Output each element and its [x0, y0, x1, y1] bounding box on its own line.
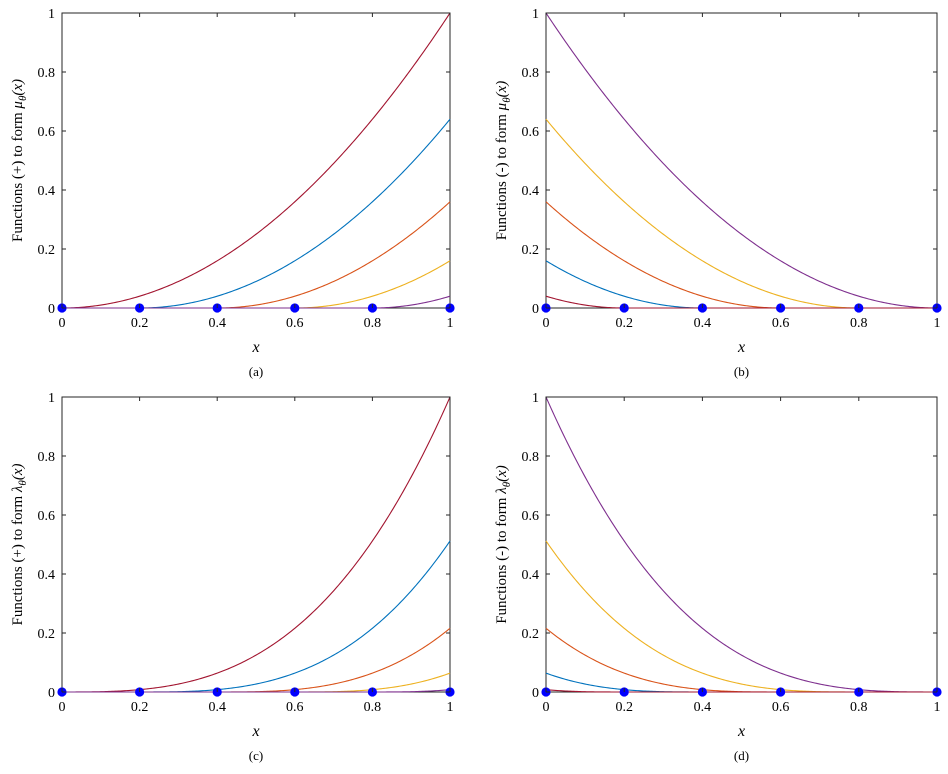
panel-caption: (b) [734, 364, 749, 379]
x-tick-label: 1 [934, 700, 941, 715]
x-axis-label: x [251, 339, 259, 356]
x-tick-label: 0 [59, 700, 66, 715]
series-line-1 [62, 396, 451, 693]
x-tick-label: 0.6 [286, 700, 304, 715]
x-tick-label: 0.8 [364, 700, 382, 715]
y-tick-label: 0.8 [38, 66, 56, 81]
series-line-5 [62, 689, 451, 693]
y-tick-label: 0.4 [38, 184, 56, 199]
x-tick-label: 0 [59, 316, 66, 331]
y-tick-label: 0.8 [38, 450, 56, 465]
y-tick-label: 0.2 [522, 627, 540, 642]
x-axis-label: x [737, 723, 745, 740]
series-line-5 [545, 295, 937, 309]
y-tick-label: 0.2 [38, 627, 56, 642]
panel-caption: (c) [249, 748, 263, 763]
x-axis-label: x [251, 723, 259, 740]
x-tick-label: 0 [543, 700, 550, 715]
x-tick-label: 0.2 [131, 316, 149, 331]
y-tick-label: 0.8 [522, 450, 540, 465]
x-axis-label: x [737, 339, 745, 356]
panel-c: 0 0.2 0.4 0.6 0.8 1 0 0.2 0.4 0.6 0.8 1 x Functions (… [10, 391, 455, 763]
y-tick-label: 0.2 [522, 243, 540, 258]
x-tick-label: 0.4 [208, 316, 226, 331]
x-tick-label: 1 [447, 316, 454, 331]
x-tick-label: 0 [543, 316, 550, 331]
series-line-1 [61, 12, 451, 309]
x-tick-label: 0.4 [694, 316, 712, 331]
series-line-5 [62, 295, 451, 309]
y-tick-label: 0 [532, 686, 539, 701]
panel-caption: (d) [734, 748, 749, 763]
panel-a: 0 0.2 0.4 0.6 0.8 1 0 0.2 0.4 0.6 0.8 1 x Functions (… [10, 7, 455, 379]
x-tick-label: 0.2 [615, 700, 633, 715]
y-tick-label: 1 [532, 391, 539, 406]
x-tick-label: 0.4 [208, 700, 226, 715]
y-tick-label: 0.4 [522, 568, 540, 583]
series-line-1 [545, 12, 938, 309]
plot-area [545, 12, 938, 309]
y-tick-label: 0.4 [38, 568, 56, 583]
series-line-1 [545, 396, 937, 693]
panel-caption: (a) [249, 364, 263, 379]
x-tick-label: 0.2 [615, 316, 633, 331]
x-tick-label: 1 [447, 700, 454, 715]
y-tick-label: 0.6 [522, 125, 540, 140]
y-tick-label: 0 [532, 302, 539, 317]
y-axis-label: Functions (+) to form μθ(x) [10, 79, 29, 242]
y-tick-label: 0.8 [522, 66, 540, 81]
y-axis-label: Functions (-) to form λθ(x) [494, 465, 513, 624]
x-tick-label: 0.6 [286, 316, 304, 331]
y-tick-label: 0.4 [522, 184, 540, 199]
x-tick-label: 0.8 [364, 316, 382, 331]
y-tick-label: 0.2 [38, 243, 56, 258]
y-tick-label: 1 [48, 7, 55, 22]
x-tick-label: 0.6 [772, 316, 790, 331]
panel-d: 0 0.2 0.4 0.6 0.8 1 0 0.2 0.4 0.6 0.8 1 x Functions (… [494, 391, 942, 763]
y-tick-label: 0.6 [522, 509, 540, 524]
y-tick-label: 0.6 [38, 509, 56, 524]
plot-area [61, 396, 451, 693]
y-tick-label: 1 [48, 391, 55, 406]
x-tick-label: 0.8 [850, 700, 868, 715]
y-tick-label: 0 [48, 302, 55, 317]
y-axis-label: Functions (-) to form μθ(x) [494, 81, 513, 241]
x-tick-label: 0.4 [694, 700, 712, 715]
series-line-5 [545, 689, 937, 693]
plot-area [61, 12, 451, 309]
x-tick-label: 0.2 [131, 700, 149, 715]
x-tick-label: 0.6 [772, 700, 790, 715]
plot-area [545, 396, 938, 693]
y-tick-label: 1 [532, 7, 539, 22]
panel-b: 0 0.2 0.4 0.6 0.8 1 0 0.2 0.4 0.6 0.8 1 x Functions (… [494, 7, 942, 379]
x-tick-label: 1 [934, 316, 941, 331]
y-tick-label: 0.6 [38, 125, 56, 140]
x-tick-label: 0.8 [850, 316, 868, 331]
y-tick-label: 0 [48, 686, 55, 701]
y-axis-label: Functions (+) to form λθ(x) [10, 463, 29, 625]
